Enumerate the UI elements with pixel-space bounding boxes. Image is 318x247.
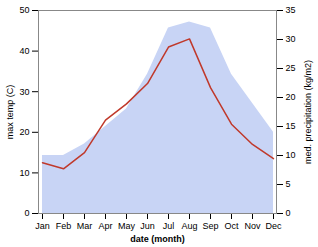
svg-text:Nov: Nov bbox=[244, 221, 261, 231]
svg-text:20: 20 bbox=[19, 127, 29, 137]
svg-text:50: 50 bbox=[19, 5, 29, 15]
svg-text:Aug: Aug bbox=[181, 221, 197, 231]
svg-text:25: 25 bbox=[286, 63, 296, 73]
svg-text:40: 40 bbox=[19, 46, 29, 56]
svg-text:0: 0 bbox=[286, 208, 291, 218]
svg-text:date (month): date (month) bbox=[130, 234, 185, 244]
svg-text:5: 5 bbox=[286, 179, 291, 189]
svg-text:10: 10 bbox=[19, 168, 29, 178]
svg-text:Jun: Jun bbox=[140, 221, 155, 231]
svg-text:Sep: Sep bbox=[202, 221, 218, 231]
svg-text:May: May bbox=[118, 221, 136, 231]
svg-text:20: 20 bbox=[286, 92, 296, 102]
svg-text:Jan: Jan bbox=[35, 221, 50, 231]
svg-text:30: 30 bbox=[19, 87, 29, 97]
svg-text:30: 30 bbox=[286, 34, 296, 44]
svg-text:Apr: Apr bbox=[98, 221, 112, 231]
svg-text:10: 10 bbox=[286, 150, 296, 160]
svg-text:35: 35 bbox=[286, 5, 296, 15]
svg-text:0: 0 bbox=[24, 208, 29, 218]
svg-text:Oct: Oct bbox=[224, 221, 239, 231]
svg-text:med. precipitation (kg/m2): med. precipitation (kg/m2) bbox=[303, 60, 313, 164]
svg-text:15: 15 bbox=[286, 121, 296, 131]
svg-text:Jul: Jul bbox=[163, 221, 175, 231]
svg-text:max temp (C): max temp (C) bbox=[5, 85, 15, 140]
svg-text:Mar: Mar bbox=[77, 221, 93, 231]
svg-text:Dec: Dec bbox=[265, 221, 282, 231]
svg-text:Feb: Feb bbox=[56, 221, 72, 231]
